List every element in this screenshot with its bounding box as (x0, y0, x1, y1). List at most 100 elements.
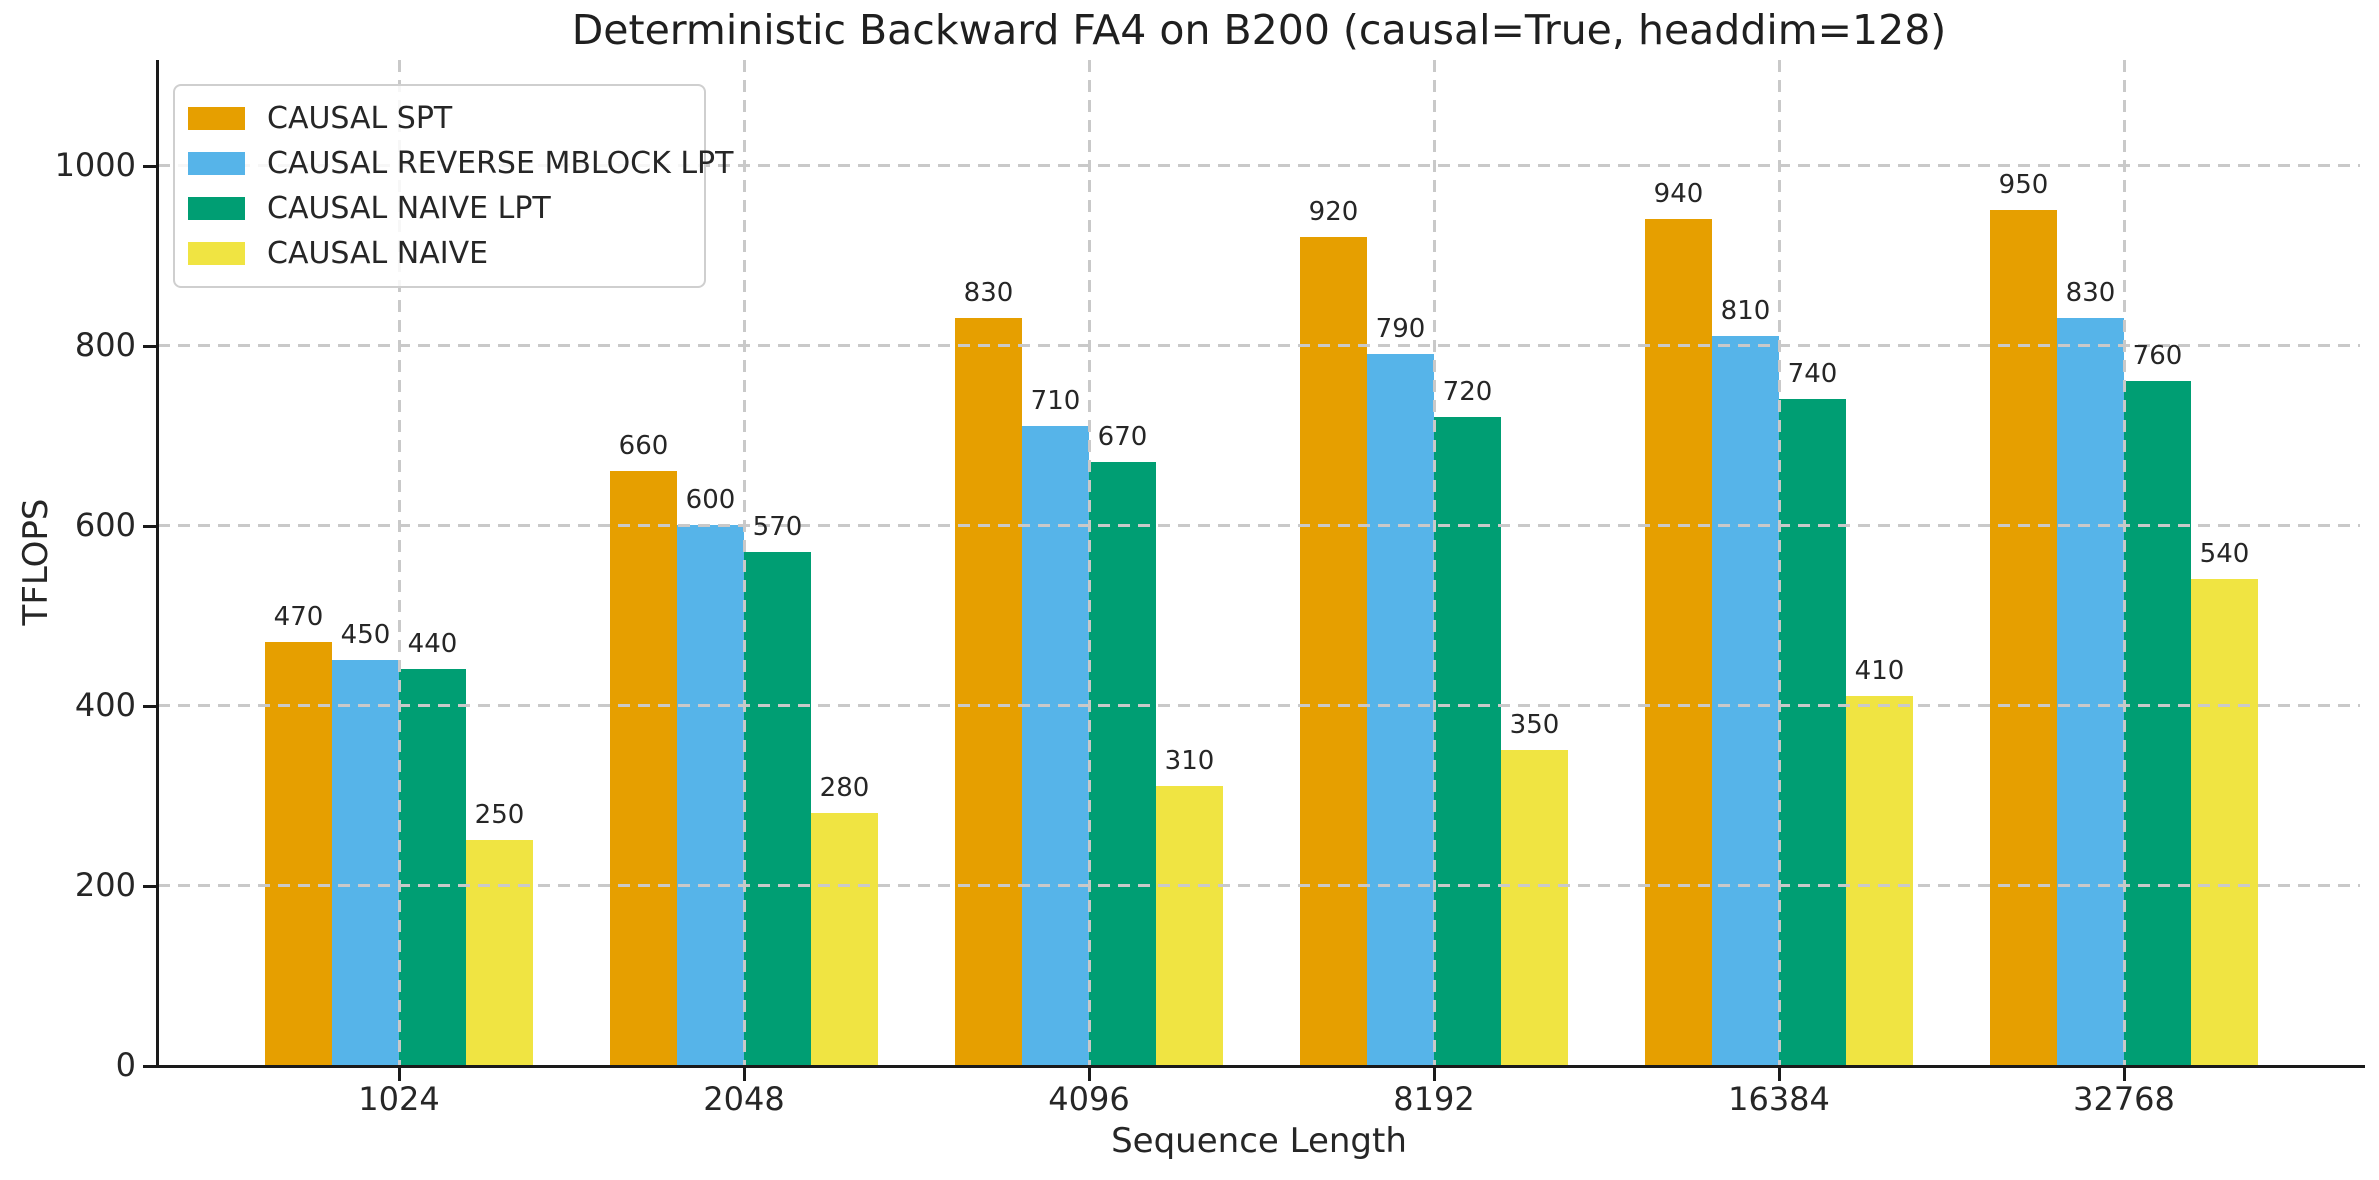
bar-value-label: 830 (2065, 278, 2116, 308)
bar-value-label: 940 (1653, 179, 1704, 209)
bar-value-label: 470 (273, 602, 324, 632)
bar-causal-reverse-mblock-lpt-8192 (1367, 354, 1434, 1065)
bar-value-label: 440 (407, 629, 458, 659)
x-tick-label-32768: 32768 (2073, 1080, 2175, 1118)
y-tick-1000 (143, 165, 156, 168)
gridline-x-16384 (1778, 60, 1781, 1065)
legend-swatch (188, 242, 245, 265)
bar-causal-reverse-mblock-lpt-16384 (1712, 336, 1779, 1065)
bar-causal-naive-lpt-4096 (1089, 462, 1156, 1065)
x-tick-32768 (2123, 1068, 2126, 1081)
bar-causal-naive-4096 (1156, 786, 1223, 1065)
y-tick-600 (143, 525, 156, 528)
legend-swatch (188, 107, 245, 130)
legend-label: CAUSAL SPT (267, 101, 453, 136)
gridline-x-4096 (1088, 60, 1091, 1065)
bar-causal-reverse-mblock-lpt-4096 (1022, 426, 1089, 1065)
bar-causal-naive-32768 (2191, 579, 2258, 1065)
y-tick-label-0: 0 (115, 1046, 136, 1084)
legend-item-causal-naive: CAUSAL NAIVE (175, 231, 704, 276)
legend-item-causal-naive-lpt: CAUSAL NAIVE LPT (175, 186, 704, 231)
y-tick-400 (143, 705, 156, 708)
x-tick-4096 (1088, 1068, 1091, 1081)
bar-causal-spt-32768 (1990, 210, 2057, 1065)
y-axis-spine (156, 60, 159, 1068)
bar-value-label: 660 (618, 431, 669, 461)
bar-value-label: 950 (1998, 170, 2049, 200)
gridline-x-8192 (1433, 60, 1436, 1065)
bar-value-label: 250 (474, 800, 525, 830)
x-tick-label-2048: 2048 (703, 1080, 785, 1118)
bar-value-label: 790 (1375, 314, 1426, 344)
bar-causal-naive-16384 (1846, 696, 1913, 1065)
legend-item-causal-spt: CAUSAL SPT (175, 96, 704, 141)
x-axis-spine (156, 1065, 2365, 1068)
bar-causal-reverse-mblock-lpt-2048 (677, 525, 744, 1065)
y-tick-200 (143, 885, 156, 888)
legend-item-causal-reverse-mblock-lpt: CAUSAL REVERSE MBLOCK LPT (175, 141, 733, 186)
y-tick-label-800: 800 (74, 326, 136, 364)
x-tick-label-8192: 8192 (1393, 1080, 1475, 1118)
bar-value-label: 710 (1030, 386, 1081, 416)
y-tick-800 (143, 345, 156, 348)
bar-causal-naive-8192 (1501, 750, 1568, 1065)
bar-value-label: 740 (1787, 359, 1838, 389)
bar-causal-spt-4096 (955, 318, 1022, 1065)
y-tick-label-200: 200 (74, 866, 136, 904)
x-tick-2048 (743, 1068, 746, 1081)
legend-swatch (188, 152, 245, 175)
y-tick-label-1000: 1000 (54, 146, 136, 184)
x-tick-1024 (398, 1068, 401, 1081)
gridline-x-32768 (2123, 60, 2126, 1065)
gridline-y-400 (158, 704, 2360, 707)
gridline-y-200 (158, 884, 2360, 887)
bar-causal-naive-lpt-16384 (1779, 399, 1846, 1065)
bar-causal-naive-lpt-32768 (2124, 381, 2191, 1065)
bar-causal-reverse-mblock-lpt-32768 (2057, 318, 2124, 1065)
x-tick-label-16384: 16384 (1728, 1080, 1830, 1118)
bar-value-label: 810 (1720, 296, 1771, 326)
x-tick-label-1024: 1024 (358, 1080, 440, 1118)
bar-causal-spt-2048 (610, 471, 677, 1065)
y-tick-0 (143, 1065, 156, 1068)
legend-label: CAUSAL NAIVE (267, 236, 489, 271)
x-tick-label-4096: 4096 (1048, 1080, 1130, 1118)
chart-title: Deterministic Backward FA4 on B200 (caus… (571, 6, 1947, 54)
bar-causal-naive-1024 (466, 840, 533, 1065)
bar-value-label: 830 (963, 278, 1014, 308)
bar-value-label: 570 (752, 512, 803, 542)
bar-value-label: 720 (1442, 377, 1493, 407)
gridline-y-800 (158, 344, 2360, 347)
gridline-y-600 (158, 524, 2360, 527)
y-tick-label-400: 400 (74, 686, 136, 724)
bar-value-label: 410 (1854, 656, 1905, 686)
bar-causal-naive-lpt-1024 (399, 669, 466, 1065)
bar-value-label: 670 (1097, 422, 1148, 452)
bar-causal-naive-lpt-2048 (744, 552, 811, 1065)
bar-value-label: 450 (340, 620, 391, 650)
bar-value-label: 540 (2199, 539, 2250, 569)
y-tick-label-600: 600 (74, 506, 136, 544)
bar-causal-naive-lpt-8192 (1434, 417, 1501, 1065)
bar-causal-spt-1024 (265, 642, 332, 1065)
x-tick-8192 (1433, 1068, 1436, 1081)
gridline-x-2048 (743, 60, 746, 1065)
x-axis-label: Sequence Length (1111, 1121, 1407, 1161)
legend-label: CAUSAL REVERSE MBLOCK LPT (267, 146, 734, 181)
gridline-y-1000 (158, 164, 2360, 167)
bar-causal-spt-8192 (1300, 237, 1367, 1065)
bar-value-label: 760 (2132, 341, 2183, 371)
bar-value-label: 350 (1509, 710, 1560, 740)
bar-value-label: 920 (1308, 197, 1359, 227)
bar-causal-reverse-mblock-lpt-1024 (332, 660, 399, 1065)
legend-label: CAUSAL NAIVE LPT (267, 191, 551, 226)
bar-value-label: 600 (685, 485, 736, 515)
bar-causal-spt-16384 (1645, 219, 1712, 1065)
legend-swatch (188, 197, 245, 220)
x-tick-16384 (1778, 1068, 1781, 1081)
bar-value-label: 310 (1164, 746, 1215, 776)
gridline-x-1024 (398, 60, 401, 1065)
legend: CAUSAL SPT CAUSAL REVERSE MBLOCK LPT CAUSA… (173, 84, 733, 288)
bar-value-label: 280 (819, 773, 870, 803)
